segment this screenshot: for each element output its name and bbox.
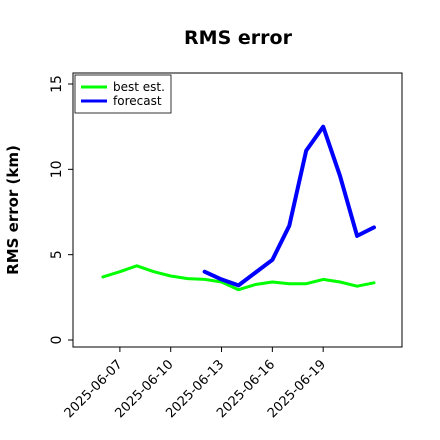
series-line-best-est [101,264,376,292]
y-tick-label: 0 [49,336,65,345]
chart-title: RMS error [184,27,293,49]
legend: best est. forecast [74,74,172,114]
y-axis-ticks: 0 5 10 15 [49,75,73,344]
y-tick-label: 10 [49,160,65,178]
legend-box [74,74,172,114]
legend-label-best-est: best est. [113,80,165,94]
y-tick-label: 15 [49,75,65,93]
y-tick-label: 5 [49,250,65,259]
legend-label-forecast: forecast [113,94,162,108]
y-axis-label: RMS error (km) [4,145,22,275]
series-lines [101,124,376,292]
x-axis-ticks: 2025-06-072025-06-102025-06-132025-06-16… [62,347,329,421]
series-line-forecast [202,124,376,288]
plot-frame [72,72,403,348]
